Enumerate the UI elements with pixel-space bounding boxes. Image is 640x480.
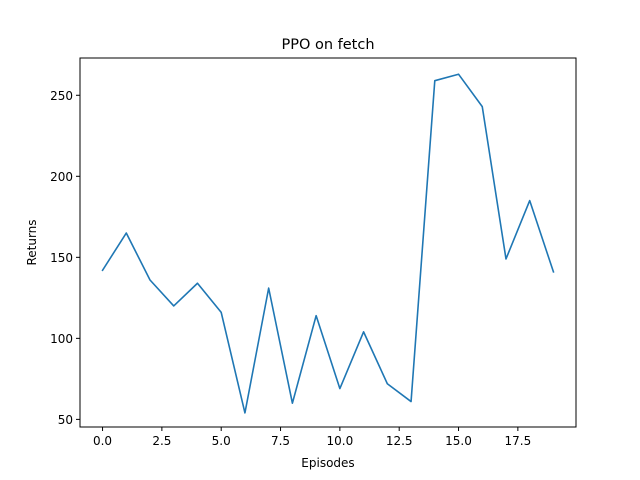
x-tick-label: 15.0 <box>445 434 472 448</box>
series-line-0 <box>101 73 555 414</box>
x-tick-label: 17.5 <box>504 434 531 448</box>
chart-title: PPO on fetch <box>281 37 374 53</box>
y-tick-label: 200 <box>50 170 73 184</box>
x-axis-label: Episodes <box>301 456 354 470</box>
y-tick-label: 100 <box>50 332 73 346</box>
x-tick-label: 2.5 <box>152 434 171 448</box>
x-tick-label: 0.0 <box>93 434 112 448</box>
y-axis-label: Returns <box>25 219 39 265</box>
x-tick-label: 12.5 <box>386 434 413 448</box>
y-tick-label: 150 <box>50 251 73 265</box>
x-tick-label: 7.5 <box>271 434 290 448</box>
y-tick-label: 250 <box>50 89 73 103</box>
x-tick-label: 5.0 <box>212 434 231 448</box>
plot-area-frame <box>79 57 577 428</box>
series-layer <box>101 73 555 414</box>
ticks-layer: 0.0 2.5 5.0 7.5 10.0 12.5 15.0 17.5 50 100 150 200 2… <box>50 89 531 448</box>
x-tick-label: 10.0 <box>327 434 354 448</box>
y-tick-label: 50 <box>58 413 73 427</box>
